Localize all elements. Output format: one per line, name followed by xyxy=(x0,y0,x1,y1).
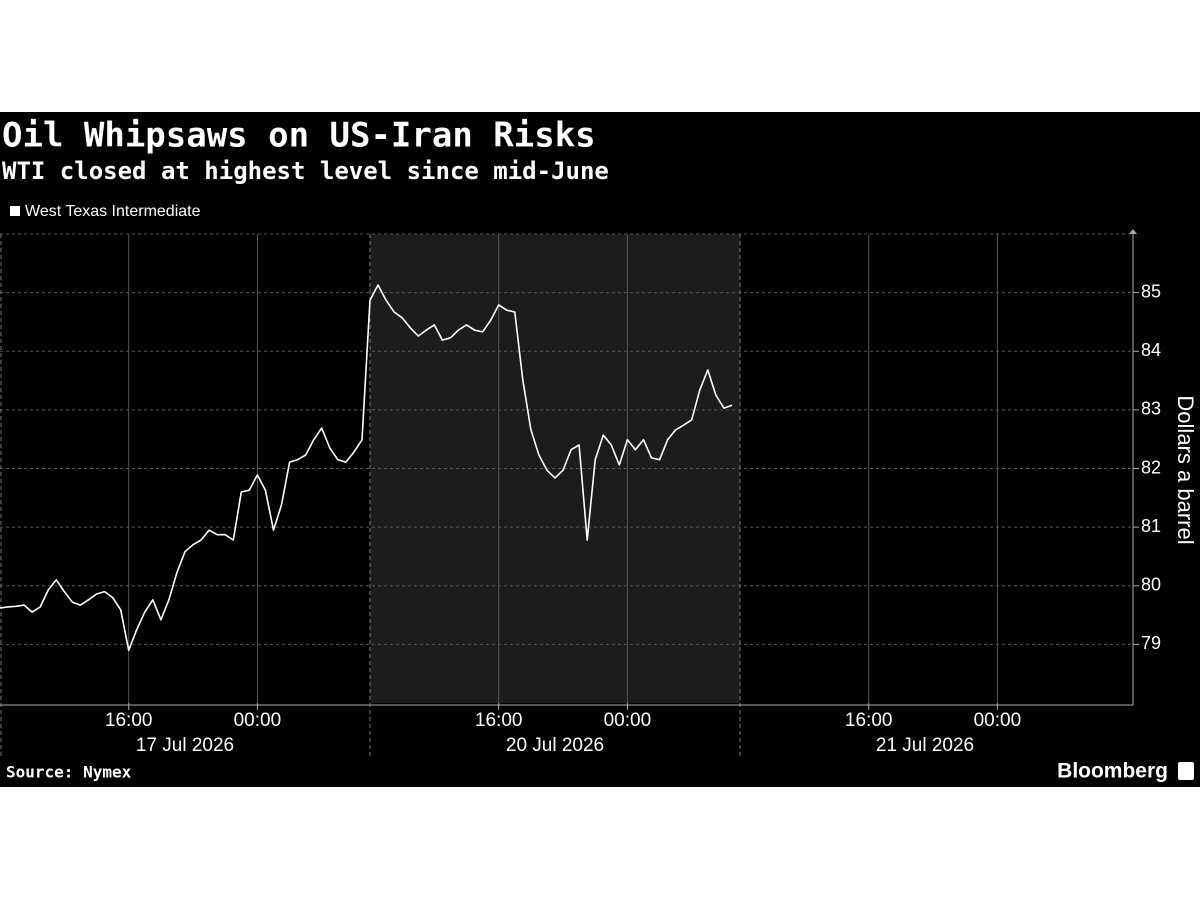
brand-icon xyxy=(1178,762,1194,780)
y-tick-label: 80 xyxy=(1141,575,1161,595)
y-tick-label: 82 xyxy=(1141,457,1161,477)
y-tick-label: 84 xyxy=(1141,340,1161,360)
y-tick-label: 83 xyxy=(1141,399,1161,419)
x-tick-label: 16:00 xyxy=(105,710,153,731)
brand: Bloomberg xyxy=(1057,760,1168,783)
legend-label: West Texas Intermediate xyxy=(25,203,201,220)
x-tick-label: 00:00 xyxy=(604,710,652,731)
x-tick-label: 16:00 xyxy=(845,710,893,731)
plot: 79 80 81 82 83 84 85 17 Jul 2026 20 Jul 2026 21 J… xyxy=(0,229,1161,757)
y-axis-label: Dollars a barrel xyxy=(1173,395,1198,544)
price-line xyxy=(0,284,733,651)
x-tick-label: 16:00 xyxy=(475,710,523,731)
x-group-label: 17 Jul 2026 xyxy=(136,735,234,756)
source: Source: Nymex xyxy=(6,763,132,782)
axis-arrow xyxy=(1129,229,1137,234)
legend-swatch xyxy=(10,206,20,216)
y-tick-label: 79 xyxy=(1141,633,1161,653)
x-group-label: 20 Jul 2026 xyxy=(506,735,604,756)
y-tick-label: 85 xyxy=(1141,281,1161,301)
x-tick-label: 00:00 xyxy=(234,710,282,731)
x-group-label: 21 Jul 2026 xyxy=(876,735,974,756)
y-tick-label: 81 xyxy=(1141,516,1161,536)
chart-subtitle: WTI closed at highest level since mid-Ju… xyxy=(2,157,609,185)
x-tick-label: 00:00 xyxy=(974,710,1022,731)
chart-title: Oil Whipsaws on US-Iran Risks xyxy=(2,116,596,156)
